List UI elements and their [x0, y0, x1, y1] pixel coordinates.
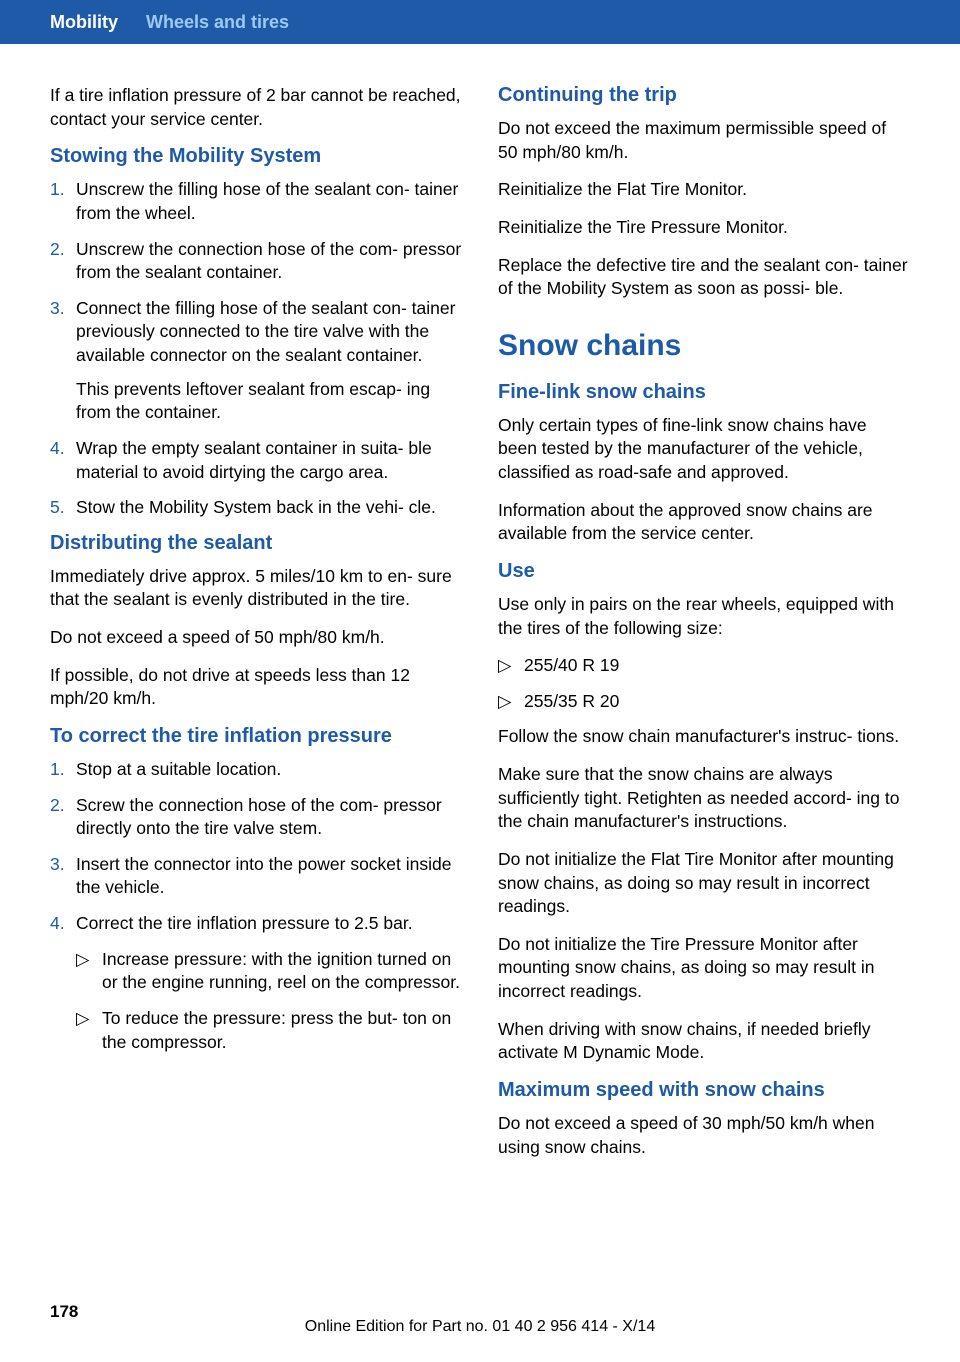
paragraph: Do not initialize the Tire Pressure Moni…: [498, 933, 910, 1004]
list-text: To reduce the pressure: press the but‐ t…: [102, 1007, 462, 1054]
paragraph: Follow the snow chain manufacturer's ins…: [498, 725, 910, 749]
heading-distributing: Distributing the sealant: [50, 532, 462, 555]
list-text: Stop at a suitable location.: [76, 758, 462, 782]
paragraph: Reinitialize the Flat Tire Monitor.: [498, 178, 910, 202]
heading-fine-link: Fine-link snow chains: [498, 381, 910, 404]
heading-use: Use: [498, 560, 910, 583]
left-column: If a tire inflation pressure of 2 bar ca…: [50, 84, 462, 1173]
list-text: Unscrew the connection hose of the com‐ …: [76, 238, 462, 285]
arrow-icon: ▷: [498, 654, 524, 678]
right-column: Continuing the trip Do not exceed the ma…: [498, 84, 910, 1173]
list-number: 2.: [50, 794, 76, 841]
header-tab-mobility: Mobility: [50, 12, 118, 33]
list-text: 255/35 R 20: [524, 690, 910, 714]
list-number: 2.: [50, 238, 76, 285]
list-item: 4.Correct the tire inflation pressure to…: [50, 912, 462, 1066]
list-text-inner: Connect the filling hose of the sealant …: [76, 298, 455, 365]
list-text: Insert the connector into the power sock…: [76, 853, 462, 900]
list-text: 255/40 R 19: [524, 654, 910, 678]
list-number: 3.: [50, 297, 76, 425]
paragraph: Only certain types of fine-link snow cha…: [498, 414, 910, 485]
paragraph: When driving with snow chains, if needed…: [498, 1018, 910, 1065]
arrow-icon: ▷: [76, 1007, 102, 1054]
list-item: 5.Stow the Mobility System back in the v…: [50, 496, 462, 520]
list-number: 3.: [50, 853, 76, 900]
correct-list: 1.Stop at a suitable location. 2.Screw t…: [50, 758, 462, 1066]
arrow-icon: ▷: [498, 690, 524, 714]
correct-sublist: ▷Increase pressure: with the ignition tu…: [76, 948, 462, 1055]
arrow-icon: ▷: [76, 948, 102, 995]
footer-line: Online Edition for Part no. 01 40 2 956 …: [0, 1318, 960, 1336]
tire-size-list: ▷255/40 R 19 ▷255/35 R 20: [498, 654, 910, 713]
list-text-inner: Correct the tire inflation pressure to 2…: [76, 913, 413, 933]
list-item: 3.Connect the filling hose of the sealan…: [50, 297, 462, 425]
stowing-list: 1.Unscrew the filling hose of the sealan…: [50, 178, 462, 520]
list-item: 4.Wrap the empty sealant container in su…: [50, 437, 462, 484]
heading-continuing: Continuing the trip: [498, 84, 910, 107]
header-bar: Mobility Wheels and tires: [0, 0, 960, 44]
list-text: Connect the filling hose of the sealant …: [76, 297, 462, 425]
list-item: ▷255/40 R 19: [498, 654, 910, 678]
list-sub-paragraph: This prevents leftover sealant from esca…: [76, 378, 462, 425]
list-item: ▷To reduce the pressure: press the but‐ …: [76, 1007, 462, 1054]
list-number: 5.: [50, 496, 76, 520]
content: If a tire inflation pressure of 2 bar ca…: [0, 44, 960, 1173]
list-number: 1.: [50, 178, 76, 225]
list-item: ▷Increase pressure: with the ignition tu…: [76, 948, 462, 995]
heading-stowing: Stowing the Mobility System: [50, 145, 462, 168]
page: Mobility Wheels and tires If a tire infl…: [0, 0, 960, 1362]
list-number: 4.: [50, 437, 76, 484]
paragraph: Reinitialize the Tire Pressure Monitor.: [498, 216, 910, 240]
list-text: Unscrew the filling hose of the sealant …: [76, 178, 462, 225]
paragraph: Do not initialize the Flat Tire Monitor …: [498, 848, 910, 919]
list-item: 1.Unscrew the filling hose of the sealan…: [50, 178, 462, 225]
paragraph: Immediately drive approx. 5 miles/10 km …: [50, 565, 462, 612]
list-text: Increase pressure: with the ignition tur…: [102, 948, 462, 995]
list-item: 1.Stop at a suitable location.: [50, 758, 462, 782]
paragraph: Use only in pairs on the rear wheels, eq…: [498, 593, 910, 640]
heading-correct-pressure: To correct the tire inflation pressure: [50, 725, 462, 748]
heading-max-speed: Maximum speed with snow chains: [498, 1079, 910, 1102]
paragraph: Do not exceed a speed of 30 mph/50 km/h …: [498, 1112, 910, 1159]
heading-snow-chains: Snow chains: [498, 329, 910, 363]
paragraph: Make sure that the snow chains are alway…: [498, 763, 910, 834]
list-item: 3.Insert the connector into the power so…: [50, 853, 462, 900]
intro-paragraph: If a tire inflation pressure of 2 bar ca…: [50, 84, 462, 131]
paragraph: If possible, do not drive at speeds less…: [50, 664, 462, 711]
paragraph: Do not exceed the maximum permissible sp…: [498, 117, 910, 164]
list-number: 4.: [50, 912, 76, 1066]
list-item: ▷255/35 R 20: [498, 690, 910, 714]
list-text: Correct the tire inflation pressure to 2…: [76, 912, 462, 1066]
list-text: Wrap the empty sealant container in suit…: [76, 437, 462, 484]
list-text: Screw the connection hose of the com‐ pr…: [76, 794, 462, 841]
paragraph: Do not exceed a speed of 50 mph/80 km/h.: [50, 626, 462, 650]
list-item: 2.Screw the connection hose of the com‐ …: [50, 794, 462, 841]
list-number: 1.: [50, 758, 76, 782]
list-item: 2.Unscrew the connection hose of the com…: [50, 238, 462, 285]
paragraph: Information about the approved snow chai…: [498, 499, 910, 546]
header-tab-wheels: Wheels and tires: [146, 12, 289, 33]
list-text: Stow the Mobility System back in the veh…: [76, 496, 462, 520]
paragraph: Replace the defective tire and the seala…: [498, 254, 910, 301]
